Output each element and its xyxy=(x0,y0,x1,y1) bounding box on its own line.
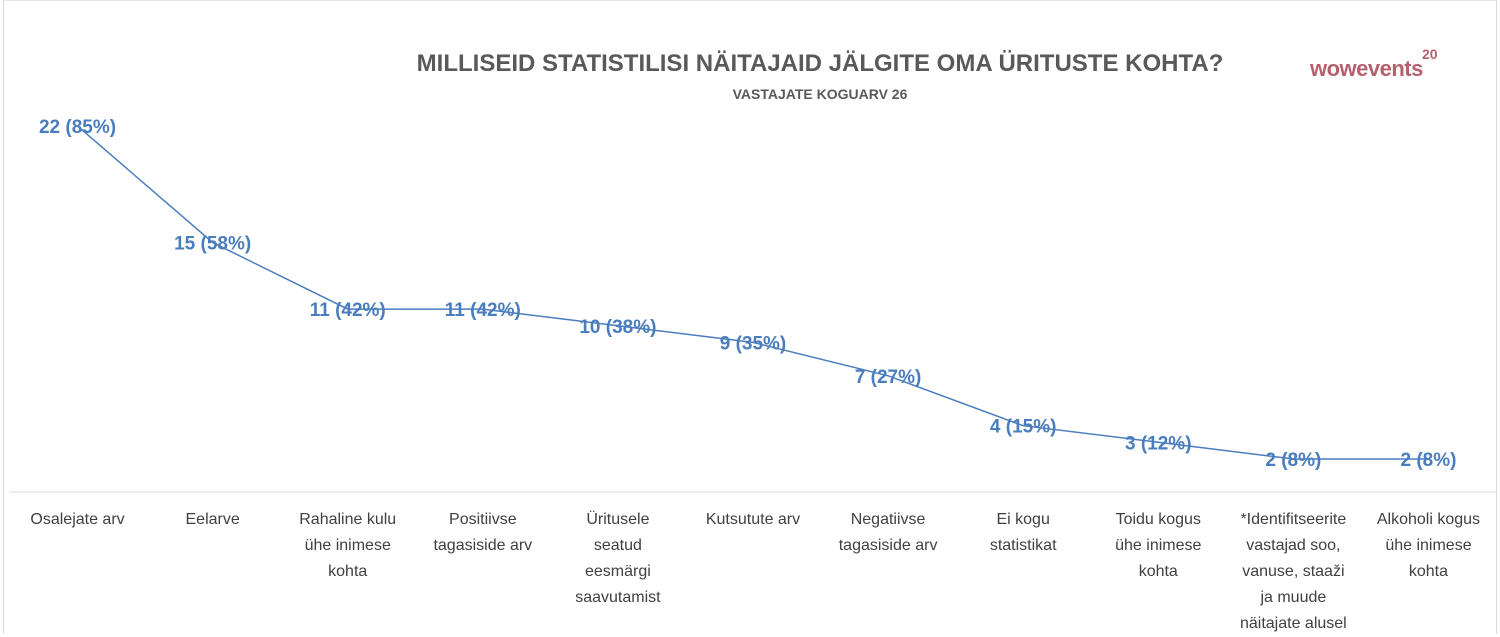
category-label: Positiivse tagasiside arv xyxy=(413,507,553,559)
data-label: 4 (15%) xyxy=(990,417,1057,438)
data-label: 11 (42%) xyxy=(445,300,521,321)
category-label-line: vanuse, staaži xyxy=(1242,563,1345,580)
data-label: 22 (85%) xyxy=(39,117,116,138)
category-label-line: Rahaline kulu xyxy=(299,511,397,528)
data-label: 10 (38%) xyxy=(579,317,656,338)
category-label-line: kohta xyxy=(328,563,368,580)
logo-wordmark: wowevents xyxy=(1310,56,1423,81)
wowevents-logo: wowevents 20 xyxy=(1310,46,1450,86)
category-label: Rahaline kulu ühe inimese kohta xyxy=(278,507,418,585)
category-label-line: *Identifitseerite xyxy=(1240,511,1347,528)
category-label-line: eesmärgi xyxy=(585,563,651,580)
chart-frame xyxy=(3,0,1497,634)
logo-superscript: 20 xyxy=(1422,46,1438,62)
category-label-line: saavutamist xyxy=(575,589,661,606)
category-label-line: Ei kogu xyxy=(996,511,1050,528)
category-label: Üritusele seatud eesmärgi saavutamist xyxy=(548,507,688,611)
category-label-line: Kutsutute arv xyxy=(705,511,801,528)
category-label: Toidu kogus ühe inimese kohta xyxy=(1088,507,1228,585)
category-label-line: vastajad soo, xyxy=(1246,537,1341,554)
category-label-line: kohta xyxy=(1138,563,1178,580)
category-label-line: ühe inimese xyxy=(304,537,391,554)
data-label: 7 (27%) xyxy=(855,367,922,388)
category-label-line: ühe inimese xyxy=(1115,537,1202,554)
data-label: 11 (42%) xyxy=(310,300,386,321)
category-label-line: Üritusele xyxy=(586,511,650,528)
category-label: Eelarve xyxy=(143,507,283,533)
series-line xyxy=(77,125,1429,460)
category-label-line: Negatiivse xyxy=(850,511,926,528)
category-label-line: Alkoholi kogus xyxy=(1376,511,1481,528)
category-label: *Identifitseerite vastajad soo, vanuse, st… xyxy=(1223,507,1363,637)
category-label-line: ühe inimese xyxy=(1385,537,1472,554)
category-label: Ei kogu statistikat xyxy=(953,507,1093,559)
category-label-line: statistikat xyxy=(989,537,1057,554)
data-label: 2 (8%) xyxy=(1400,450,1456,471)
category-label-line: Eelarve xyxy=(185,511,240,528)
category-label: Osalejate arv xyxy=(8,507,148,533)
data-label: 2 (8%) xyxy=(1265,450,1321,471)
data-label: 3 (12%) xyxy=(1125,433,1192,454)
data-label: 9 (35%) xyxy=(720,333,787,354)
category-label: Negatiivse tagasiside arv xyxy=(818,507,958,559)
category-label-line: kohta xyxy=(1408,563,1449,580)
category-label-line: seatud xyxy=(593,537,642,554)
chart-title: MILLISEID STATISTILISI NÄITAJAID JÄLGITE… xyxy=(416,50,1224,77)
category-label-line: Osalejate arv xyxy=(30,511,125,528)
category-label-line: Toidu kogus xyxy=(1115,511,1201,528)
chart-subtitle: VASTAJATE KOGUARV 26 xyxy=(732,86,908,102)
category-label-line: tagasiside arv xyxy=(838,537,938,554)
category-label-line: tagasiside arv xyxy=(433,537,533,554)
data-label: 15 (58%) xyxy=(174,234,251,255)
category-label: Alkoholi kogus ühe inimese kohta xyxy=(1358,507,1498,585)
category-label-line: ja muude xyxy=(1260,589,1327,606)
category-label-line: näitajate alusel xyxy=(1239,615,1347,632)
category-label: Kutsutute arv xyxy=(683,507,823,533)
category-label-line: Positiivse xyxy=(449,511,517,528)
